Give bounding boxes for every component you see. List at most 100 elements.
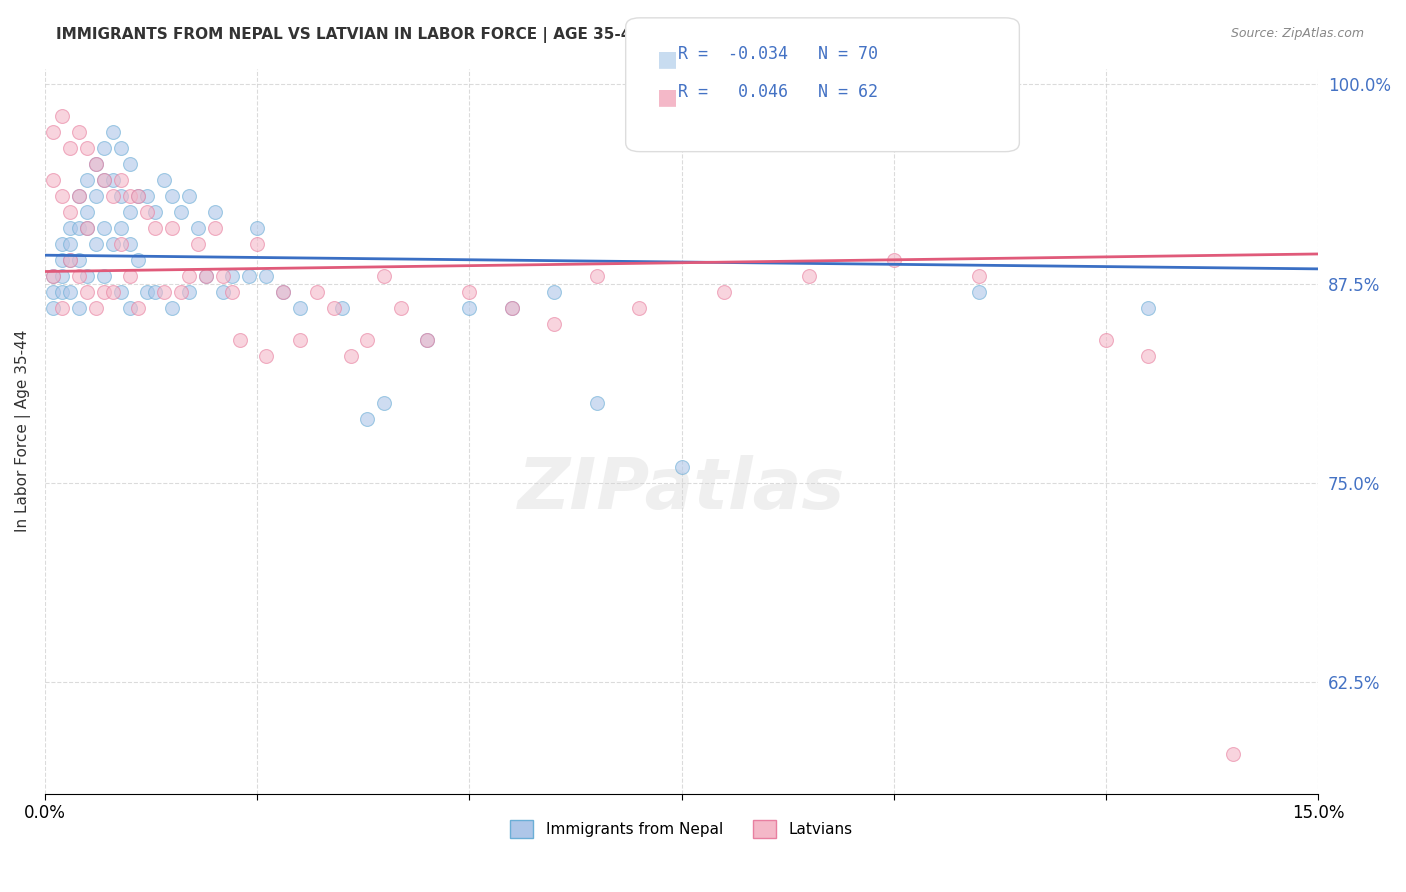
Point bbox=[93, 173, 115, 187]
Point bbox=[271, 285, 294, 299]
Point bbox=[416, 333, 439, 347]
Point bbox=[127, 301, 149, 315]
Point bbox=[254, 349, 277, 363]
Point bbox=[101, 285, 124, 299]
Point bbox=[416, 333, 439, 347]
Point bbox=[246, 221, 269, 235]
Point bbox=[110, 236, 132, 251]
Point bbox=[271, 285, 294, 299]
Point bbox=[883, 252, 905, 267]
Point bbox=[110, 173, 132, 187]
Point bbox=[135, 205, 157, 219]
Point bbox=[51, 109, 73, 123]
Point bbox=[254, 268, 277, 283]
Point bbox=[543, 285, 565, 299]
Point bbox=[51, 189, 73, 203]
Point bbox=[42, 268, 65, 283]
Text: ■: ■ bbox=[657, 87, 678, 107]
Point bbox=[152, 173, 174, 187]
Point bbox=[501, 301, 523, 315]
Point bbox=[204, 221, 226, 235]
Point bbox=[42, 268, 65, 283]
Point bbox=[238, 268, 260, 283]
Point bbox=[127, 189, 149, 203]
Point bbox=[152, 285, 174, 299]
Point bbox=[391, 301, 413, 315]
Point bbox=[160, 301, 183, 315]
Point bbox=[42, 301, 65, 315]
Text: Source: ZipAtlas.com: Source: ZipAtlas.com bbox=[1230, 27, 1364, 40]
Point bbox=[67, 301, 90, 315]
Point bbox=[143, 221, 166, 235]
Point bbox=[76, 268, 98, 283]
Point bbox=[585, 268, 607, 283]
Point bbox=[59, 252, 82, 267]
Point bbox=[322, 301, 344, 315]
Point bbox=[305, 285, 328, 299]
Point bbox=[135, 189, 157, 203]
Point bbox=[1095, 333, 1118, 347]
Point bbox=[585, 396, 607, 410]
Point bbox=[501, 301, 523, 315]
Point bbox=[135, 285, 157, 299]
Point bbox=[127, 252, 149, 267]
Point bbox=[42, 125, 65, 139]
Point bbox=[187, 236, 209, 251]
Y-axis label: In Labor Force | Age 35-44: In Labor Force | Age 35-44 bbox=[15, 330, 31, 533]
Point bbox=[59, 141, 82, 155]
Point bbox=[101, 125, 124, 139]
Point bbox=[1137, 349, 1160, 363]
Point bbox=[373, 396, 395, 410]
Point bbox=[101, 236, 124, 251]
Point bbox=[179, 189, 201, 203]
Point bbox=[187, 221, 209, 235]
Point bbox=[51, 301, 73, 315]
Point bbox=[51, 285, 73, 299]
Point bbox=[330, 301, 353, 315]
Point bbox=[143, 205, 166, 219]
Point bbox=[76, 221, 98, 235]
Point bbox=[179, 285, 201, 299]
Point bbox=[221, 268, 243, 283]
Text: R =  -0.034   N = 70: R = -0.034 N = 70 bbox=[678, 45, 877, 62]
Point bbox=[84, 301, 107, 315]
Point bbox=[67, 125, 90, 139]
Point bbox=[1137, 301, 1160, 315]
Point bbox=[67, 268, 90, 283]
Point bbox=[93, 141, 115, 155]
Point bbox=[118, 205, 141, 219]
Point bbox=[288, 301, 311, 315]
Point bbox=[143, 285, 166, 299]
Point bbox=[118, 268, 141, 283]
Point bbox=[51, 252, 73, 267]
Point bbox=[93, 268, 115, 283]
Point bbox=[373, 268, 395, 283]
Point bbox=[288, 333, 311, 347]
Point bbox=[76, 221, 98, 235]
Point bbox=[339, 349, 361, 363]
Text: ZIPatlas: ZIPatlas bbox=[517, 455, 845, 524]
Point bbox=[101, 189, 124, 203]
Point bbox=[170, 285, 193, 299]
Point bbox=[93, 285, 115, 299]
Point bbox=[110, 285, 132, 299]
Point bbox=[118, 301, 141, 315]
Point bbox=[458, 285, 481, 299]
Point bbox=[221, 285, 243, 299]
Point bbox=[76, 285, 98, 299]
Point bbox=[671, 460, 693, 475]
Point bbox=[170, 205, 193, 219]
Point bbox=[42, 173, 65, 187]
Text: ■: ■ bbox=[657, 49, 678, 69]
Point bbox=[356, 412, 378, 426]
Point bbox=[118, 236, 141, 251]
Point bbox=[229, 333, 252, 347]
Point bbox=[118, 157, 141, 171]
Point bbox=[195, 268, 218, 283]
Point bbox=[76, 173, 98, 187]
Point bbox=[160, 221, 183, 235]
Point bbox=[967, 268, 990, 283]
Point bbox=[543, 317, 565, 331]
Point bbox=[160, 189, 183, 203]
Point bbox=[127, 189, 149, 203]
